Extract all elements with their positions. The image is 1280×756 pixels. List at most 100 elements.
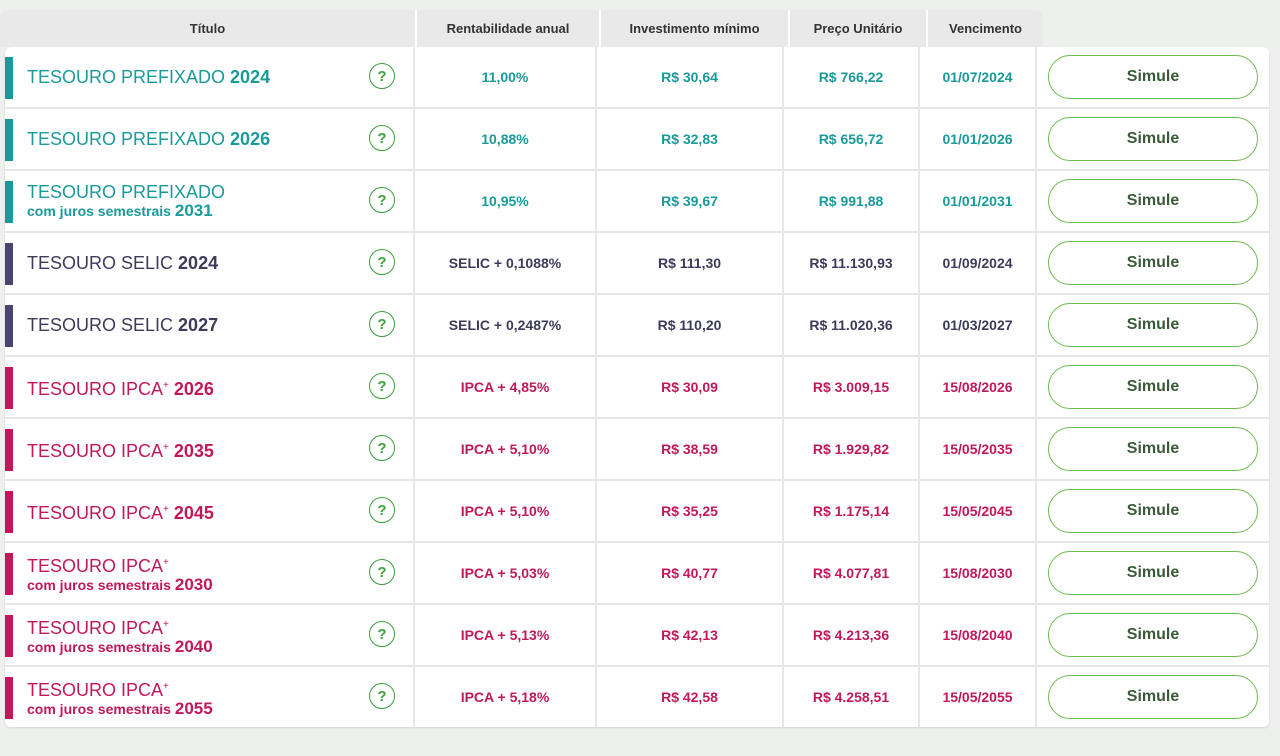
simule-button[interactable]: Simule	[1048, 427, 1258, 471]
title-name: TESOURO SELIC	[27, 253, 174, 273]
help-icon[interactable]: ?	[369, 621, 395, 647]
vencimento-cell: 01/07/2024	[920, 47, 1037, 107]
title-sub-line: com juros semestrais 2030	[27, 575, 213, 594]
simule-button[interactable]: Simule	[1048, 117, 1258, 161]
title-superscript: +	[163, 503, 169, 515]
color-bar	[5, 615, 13, 657]
color-bar	[5, 677, 13, 719]
title-name: TESOURO IPCA	[27, 378, 164, 399]
rentabilidade-cell: IPCA + 5,10%	[415, 481, 597, 541]
investimento-cell: R$ 40,77	[597, 543, 784, 603]
title-name-line: TESOURO PREFIXADO 2024	[27, 67, 270, 87]
help-icon[interactable]: ?	[369, 683, 395, 709]
investimento-cell: R$ 42,58	[597, 667, 784, 727]
vencimento-cell: 15/08/2040	[920, 605, 1037, 665]
simule-button[interactable]: Simule	[1048, 551, 1258, 595]
title-sub-line: com juros semestrais 2031	[27, 202, 225, 220]
title-superscript: +	[163, 379, 169, 391]
title-name-line: TESOURO IPCA+ 2035	[27, 438, 214, 461]
title-year: 2027	[178, 315, 219, 335]
simule-cell: Simule	[1037, 171, 1269, 231]
investimento-cell: R$ 111,30	[597, 233, 784, 293]
title-name-line: TESOURO SELIC 2027	[27, 315, 218, 335]
table-row: TESOURO SELIC 2024? SELIC + 0,1088% R$ 111…	[5, 233, 1269, 295]
color-bar	[5, 57, 13, 99]
title-superscript: +	[163, 441, 169, 453]
help-icon[interactable]: ?	[369, 249, 395, 275]
vencimento-cell: 01/01/2031	[920, 171, 1037, 231]
title-name: TESOURO IPCA	[27, 617, 164, 638]
preco-cell: R$ 11.130,93	[784, 233, 920, 293]
help-icon[interactable]: ?	[369, 497, 395, 523]
title-text: TESOURO IPCA+ com juros semestrais 2055	[27, 677, 213, 718]
simule-button[interactable]: Simule	[1048, 55, 1258, 99]
title-text: TESOURO PREFIXADO 2024	[27, 67, 270, 87]
vencimento-cell: 01/03/2027	[920, 295, 1037, 355]
title-name-line: TESOURO SELIC 2024	[27, 253, 218, 273]
header-vencimento: Vencimento	[928, 10, 1043, 47]
title-text: TESOURO IPCA+ com juros semestrais 2040	[27, 615, 213, 656]
help-icon[interactable]: ?	[369, 435, 395, 461]
investimento-cell: R$ 35,25	[597, 481, 784, 541]
rentabilidade-cell: IPCA + 5,18%	[415, 667, 597, 727]
color-bar	[5, 181, 13, 223]
header-preco: Preço Unitário	[790, 10, 928, 47]
simule-cell: Simule	[1037, 233, 1269, 293]
vencimento-cell: 01/09/2024	[920, 233, 1037, 293]
investimento-cell: R$ 30,64	[597, 47, 784, 107]
title-sub-line: com juros semestrais 2055	[27, 699, 213, 718]
simule-button[interactable]: Simule	[1048, 365, 1258, 409]
simule-button[interactable]: Simule	[1048, 303, 1258, 347]
title-cell: TESOURO PREFIXADO com juros semestrais 20…	[5, 171, 415, 231]
tesouro-table: Título Rentabilidade anual Investimento …	[0, 10, 1270, 727]
help-icon[interactable]: ?	[369, 187, 395, 213]
simule-button[interactable]: Simule	[1048, 489, 1258, 533]
title-subtext: com juros semestrais	[27, 638, 171, 655]
simule-button[interactable]: Simule	[1048, 613, 1258, 657]
simule-button[interactable]: Simule	[1048, 241, 1258, 285]
title-name: TESOURO IPCA	[27, 502, 164, 523]
title-name-line: TESOURO IPCA+	[27, 615, 213, 638]
simule-cell: Simule	[1037, 481, 1269, 541]
investimento-cell: R$ 110,20	[597, 295, 784, 355]
table-row: TESOURO IPCA+ 2035? IPCA + 5,10% R$ 38,59 R…	[5, 419, 1269, 481]
help-icon[interactable]: ?	[369, 63, 395, 89]
title-cell: TESOURO SELIC 2027?	[5, 295, 415, 355]
simule-cell: Simule	[1037, 357, 1269, 417]
title-name: TESOURO IPCA	[27, 440, 164, 461]
title-name-line: TESOURO PREFIXADO	[27, 182, 225, 202]
title-year: 2031	[174, 201, 213, 220]
rentabilidade-cell: SELIC + 0,1088%	[415, 233, 597, 293]
table-row: TESOURO IPCA+ com juros semestrais 2030? I…	[5, 543, 1269, 605]
title-name-line: TESOURO IPCA+ 2045	[27, 500, 214, 523]
help-icon[interactable]: ?	[369, 125, 395, 151]
preco-cell: R$ 11.020,36	[784, 295, 920, 355]
investimento-cell: R$ 30,09	[597, 357, 784, 417]
title-name: TESOURO IPCA	[27, 555, 164, 576]
preco-cell: R$ 4.077,81	[784, 543, 920, 603]
table-row: TESOURO PREFIXADO com juros semestrais 20…	[5, 171, 1269, 233]
help-icon[interactable]: ?	[369, 559, 395, 585]
title-name: TESOURO PREFIXADO	[27, 129, 226, 149]
header-titulo: Título	[0, 10, 417, 47]
title-text: TESOURO PREFIXADO 2026	[27, 129, 270, 149]
vencimento-cell: 15/05/2055	[920, 667, 1037, 727]
investimento-cell: R$ 42,13	[597, 605, 784, 665]
rentabilidade-cell: 11,00%	[415, 47, 597, 107]
table-row: TESOURO PREFIXADO 2024? 11,00% R$ 30,64 R$ …	[5, 47, 1269, 109]
simule-cell: Simule	[1037, 667, 1269, 727]
preco-cell: R$ 766,22	[784, 47, 920, 107]
investimento-cell: R$ 32,83	[597, 109, 784, 169]
preco-cell: R$ 4.213,36	[784, 605, 920, 665]
help-icon[interactable]: ?	[369, 311, 395, 337]
simule-button[interactable]: Simule	[1048, 675, 1258, 719]
table-row: TESOURO IPCA+ com juros semestrais 2040? I…	[5, 605, 1269, 667]
simule-cell: Simule	[1037, 543, 1269, 603]
vencimento-cell: 15/05/2035	[920, 419, 1037, 479]
rentabilidade-cell: 10,95%	[415, 171, 597, 231]
rentabilidade-cell: 10,88%	[415, 109, 597, 169]
help-icon[interactable]: ?	[369, 373, 395, 399]
title-cell: TESOURO IPCA+ 2026?	[5, 357, 415, 417]
page-top-strip	[0, 0, 1280, 10]
simule-button[interactable]: Simule	[1048, 179, 1258, 223]
